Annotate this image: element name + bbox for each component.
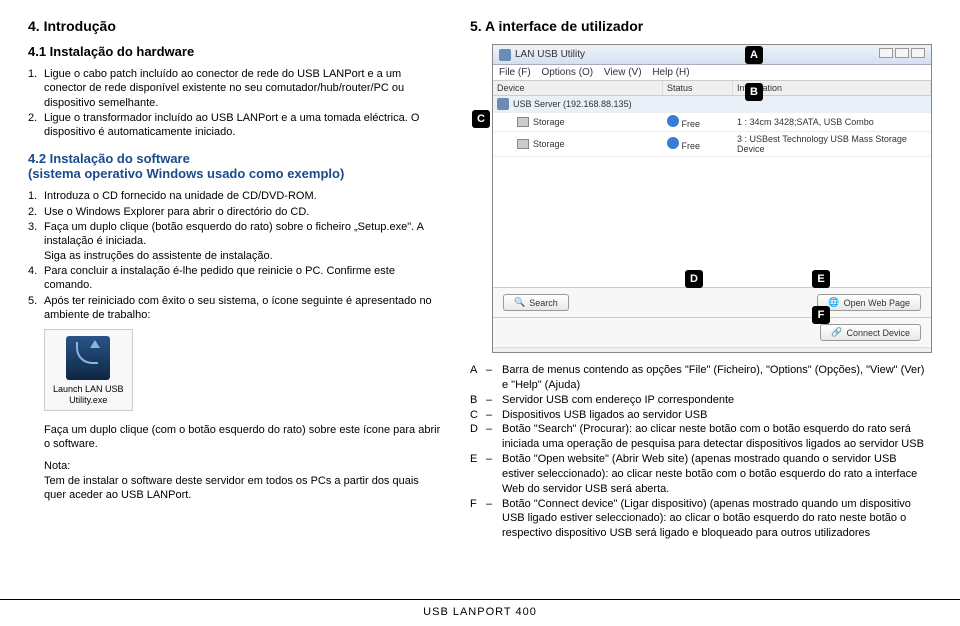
search-button[interactable]: 🔍Search [503, 294, 569, 311]
launch-label: Launch LAN USB Utility.exe [53, 384, 124, 406]
storage-icon [517, 139, 529, 149]
link-icon: 🔗 [831, 327, 842, 338]
callout-c: C [472, 110, 490, 128]
heading-intro: 4. Introdução [28, 18, 442, 34]
hw-item: Ligue o cabo patch incluído ao conector … [44, 68, 404, 109]
info-icon [667, 115, 679, 127]
sw-item: Faça um duplo clique (botão esquerdo do … [44, 221, 423, 262]
connect-device-button[interactable]: 🔗Connect Device [820, 324, 921, 341]
hw-list: 1.Ligue o cabo patch incluído ao conecto… [28, 67, 442, 139]
device-name: Storage [533, 139, 565, 149]
hw-item: Ligue o transformador incluído ao USB LA… [44, 112, 419, 138]
bottom-toolbar: 🔍Search 🌐Open Web Page [493, 287, 931, 317]
page-footer: USB LANPORT 400 [0, 599, 960, 626]
launch-icon [66, 336, 110, 380]
callout-d: D [685, 270, 703, 288]
device-status: Free [682, 119, 701, 129]
device-status: Free [682, 141, 701, 151]
device-info: 3 : USBest Technology USB Mass Storage D… [737, 134, 927, 154]
menu-file[interactable]: File (F) [499, 67, 531, 78]
legend-text: Botão "Search" (Procurar): ao clicar nes… [502, 422, 932, 452]
device-row[interactable]: Storage Free 3 : USBest Technology USB M… [493, 132, 931, 157]
search-icon: 🔍 [514, 297, 525, 308]
window-titlebar: LAN USB Utility [493, 45, 931, 65]
callout-b: B [745, 83, 763, 101]
server-label: USB Server (192.168.88.135) [513, 99, 632, 109]
server-row[interactable]: USB Server (192.168.88.135) [493, 96, 931, 113]
device-name: Storage [533, 117, 565, 127]
sw-item: Use o Windows Explorer para abrir o dire… [44, 206, 309, 218]
menu-options[interactable]: Options (O) [541, 67, 593, 78]
after-icon-text: Faça um duplo clique (com o botão esquer… [44, 423, 442, 452]
open-web-button[interactable]: 🌐Open Web Page [817, 294, 921, 311]
callout-e: E [812, 270, 830, 288]
legend-text: Botão "Connect device" (Ligar dispositiv… [502, 497, 932, 542]
legend-text: Dispositivos USB ligados ao servidor USB [502, 408, 932, 423]
device-info: 1 : 34cm 3428;SATA, USB Combo [737, 117, 927, 127]
legend-text: Botão "Open website" (Abrir Web site) (a… [502, 452, 932, 497]
note-text: Tem de instalar o software deste servido… [44, 474, 442, 503]
globe-icon: 🌐 [828, 297, 839, 308]
heading-ui: 5. A interface de utilizador [470, 18, 932, 34]
app-screenshot: LAN USB Utility File (F) Options (O) Vie… [492, 44, 932, 353]
heading-sw: 4.2 Instalação do software (sistema oper… [28, 151, 442, 181]
storage-icon [517, 117, 529, 127]
menu-view[interactable]: View (V) [604, 67, 642, 78]
window-controls[interactable] [877, 48, 925, 61]
legend: A–Barra de menus contendo as opções "Fil… [470, 363, 932, 541]
bottom-toolbar-2: 🔗Connect Device [493, 317, 931, 347]
menubar[interactable]: File (F) Options (O) View (V) Help (H) [493, 65, 931, 81]
sw-item: Para concluir a instalação é-lhe pedido … [44, 265, 395, 291]
status-bar [493, 347, 931, 352]
info-icon [667, 137, 679, 149]
sw-item: Após ter reiniciado com êxito o seu sist… [44, 295, 432, 321]
heading-hw: 4.1 Instalação do hardware [28, 44, 442, 59]
legend-text: Barra de menus contendo as opções "File"… [502, 363, 932, 393]
app-icon [499, 49, 511, 61]
server-icon [497, 98, 509, 110]
callout-a: A [745, 46, 763, 64]
device-row[interactable]: Storage Free 1 : 34cm 3428;SATA, USB Com… [493, 113, 931, 132]
menu-help[interactable]: Help (H) [652, 67, 689, 78]
window-title: LAN USB Utility [515, 49, 585, 60]
legend-text: Servidor USB com endereço IP corresponde… [502, 393, 932, 408]
sw-item: Introduza o CD fornecido na unidade de C… [44, 190, 317, 202]
note-heading: Nota: [44, 459, 442, 473]
sw-list: 1.Introduza o CD fornecido na unidade de… [28, 189, 442, 322]
list-header: Device Status Information [493, 81, 931, 96]
callout-f: F [812, 306, 830, 324]
desktop-shortcut: Launch LAN USB Utility.exe [44, 329, 133, 411]
